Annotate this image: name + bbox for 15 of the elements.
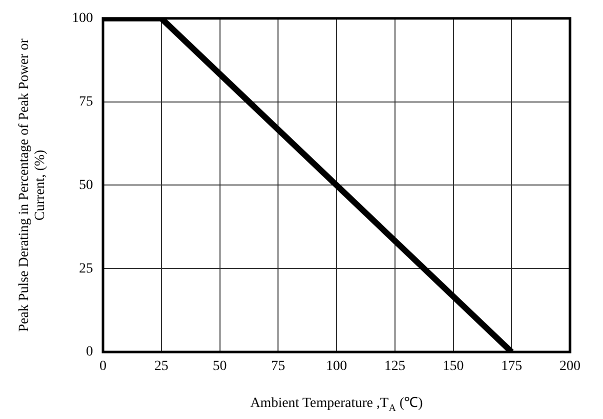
- x-tick-label: 0: [100, 359, 106, 374]
- x-tick-label: 150: [442, 359, 464, 374]
- y-tick-label: 100: [72, 11, 93, 26]
- y-tick-label: 75: [79, 94, 93, 110]
- x-tick-label: 75: [271, 359, 286, 374]
- x-tick-label: 25: [154, 359, 168, 374]
- x-tick-label: 50: [212, 359, 227, 374]
- y-tick-label: 25: [79, 261, 93, 276]
- x-tick-label: 125: [384, 359, 406, 374]
- y-axis-title: Peak Pulse Derating in Percentage of Peak Power or Current, (%): [17, 38, 48, 332]
- y-tick-label: 50: [79, 178, 93, 193]
- x-tick-label: 100: [326, 359, 347, 374]
- y-tick-label: 0: [86, 344, 93, 360]
- x-tick-label: 175: [501, 359, 522, 374]
- x-tick-label: 200: [560, 359, 580, 374]
